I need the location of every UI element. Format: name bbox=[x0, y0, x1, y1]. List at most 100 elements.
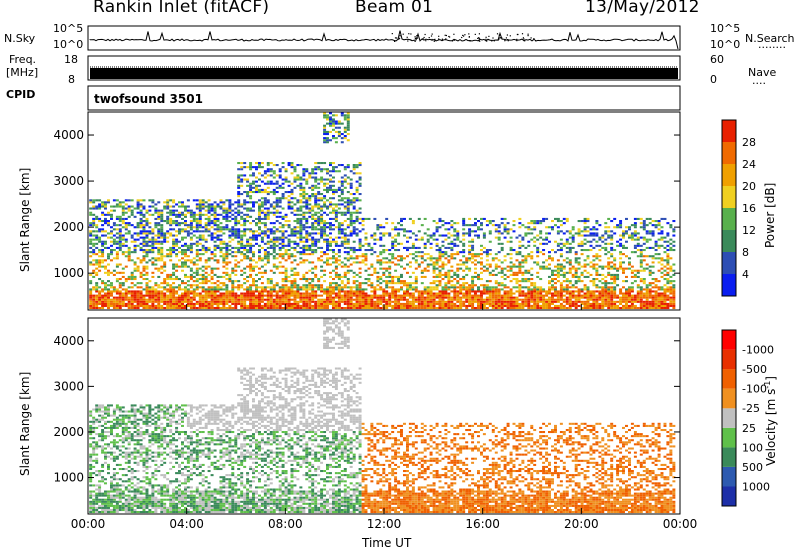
heatmap-cell bbox=[420, 307, 424, 310]
heatmap-cell bbox=[296, 230, 300, 233]
heatmap-cell bbox=[343, 211, 347, 214]
heatmap-cell bbox=[272, 170, 276, 173]
heatmap-cell bbox=[367, 296, 371, 299]
heatmap-cell bbox=[420, 300, 424, 303]
heatmap-cell bbox=[530, 304, 534, 307]
heatmap-cell bbox=[186, 292, 190, 295]
heatmap-cell bbox=[515, 273, 519, 276]
heatmap-cell bbox=[263, 253, 267, 256]
freq-tick-bottom: 8 bbox=[68, 73, 75, 86]
heatmap-cell bbox=[272, 182, 276, 185]
heatmap-cell bbox=[323, 139, 327, 142]
heatmap-cell bbox=[361, 307, 365, 310]
heatmap-cell bbox=[275, 205, 279, 208]
heatmap-cell bbox=[370, 284, 374, 287]
heatmap-cell bbox=[240, 211, 244, 214]
heatmap-cell bbox=[574, 261, 578, 264]
heatmap-cell bbox=[562, 265, 566, 268]
heatmap-cell bbox=[112, 288, 116, 291]
heatmap-cell bbox=[512, 271, 516, 274]
heatmap-cell bbox=[334, 275, 338, 278]
heatmap-cell bbox=[320, 197, 324, 200]
nsearch-point bbox=[498, 34, 500, 36]
heatmap-cell bbox=[426, 296, 430, 299]
heatmap-cell bbox=[343, 292, 347, 295]
heatmap-cell bbox=[332, 300, 335, 303]
heatmap-cell bbox=[269, 174, 273, 177]
heatmap-cell bbox=[139, 259, 143, 262]
heatmap-cell bbox=[299, 213, 303, 216]
heatmap-cell bbox=[166, 300, 170, 303]
heatmap-cell bbox=[296, 184, 300, 187]
heatmap-cell bbox=[145, 271, 149, 274]
heatmap-cell bbox=[305, 178, 309, 181]
heatmap-cell bbox=[186, 232, 190, 235]
heatmap-cell bbox=[518, 261, 522, 264]
heatmap-cell bbox=[414, 280, 418, 283]
heatmap-cell bbox=[542, 242, 546, 245]
heatmap-cell bbox=[172, 273, 176, 276]
heatmap-cell bbox=[497, 230, 501, 233]
heatmap-cell bbox=[414, 267, 418, 270]
heatmap-cell bbox=[204, 228, 208, 231]
heatmap-cell bbox=[447, 255, 451, 258]
heatmap-cell bbox=[488, 280, 492, 283]
heatmap-cell bbox=[104, 234, 107, 237]
heatmap-cell bbox=[278, 290, 282, 293]
heatmap-cell bbox=[337, 298, 341, 301]
heatmap-cell bbox=[314, 178, 318, 181]
heatmap-cell bbox=[343, 300, 347, 303]
heatmap-cell bbox=[107, 255, 110, 258]
heatmap-cell bbox=[110, 226, 113, 229]
heatmap-cell bbox=[551, 288, 554, 291]
heatmap-cell bbox=[163, 238, 167, 241]
heatmap-cell bbox=[260, 232, 264, 235]
heatmap-cell bbox=[343, 114, 347, 117]
heatmap-cell bbox=[249, 246, 253, 249]
heatmap-cell bbox=[142, 304, 146, 307]
heatmap-cell bbox=[302, 284, 306, 287]
heatmap-cell bbox=[121, 296, 125, 299]
heatmap-cell bbox=[450, 275, 454, 278]
heatmap-cell bbox=[326, 304, 329, 307]
heatmap-cell bbox=[287, 195, 291, 198]
heatmap-cell bbox=[284, 275, 288, 278]
heatmap-cell bbox=[207, 288, 211, 291]
heatmap-cell bbox=[533, 236, 537, 239]
heatmap-cell bbox=[426, 300, 430, 303]
heatmap-cell bbox=[462, 238, 466, 241]
heatmap-cell bbox=[577, 296, 581, 299]
heatmap-cell bbox=[192, 234, 196, 237]
heatmap-cell bbox=[98, 228, 102, 231]
heatmap-cell bbox=[485, 263, 489, 266]
heatmap-cell bbox=[568, 294, 572, 297]
heatmap-cell bbox=[311, 294, 315, 297]
heatmap-cell bbox=[112, 273, 116, 276]
heatmap-cell bbox=[518, 307, 522, 310]
heatmap-cell bbox=[89, 230, 93, 233]
heatmap-cell bbox=[337, 292, 341, 295]
heatmap-cell bbox=[92, 307, 96, 310]
heatmap-cell bbox=[417, 307, 421, 310]
heatmap-cell bbox=[127, 296, 131, 299]
heatmap-cell bbox=[213, 273, 217, 276]
heatmap-cell bbox=[533, 307, 537, 310]
heatmap-cell bbox=[583, 286, 587, 289]
heatmap-cell bbox=[397, 282, 401, 285]
heatmap-cell bbox=[184, 222, 187, 225]
heatmap-cell bbox=[530, 282, 534, 285]
heatmap-cell bbox=[172, 228, 176, 231]
heatmap-cell bbox=[89, 213, 93, 216]
heatmap-cell bbox=[296, 232, 300, 235]
heatmap-cell bbox=[175, 286, 179, 289]
heatmap-cell bbox=[337, 195, 341, 198]
heatmap-cell bbox=[559, 253, 563, 256]
heatmap-cell bbox=[305, 207, 309, 210]
heatmap-cell bbox=[515, 278, 519, 281]
heatmap-cell bbox=[480, 278, 483, 281]
heatmap-cell bbox=[118, 271, 122, 274]
heatmap-cell bbox=[326, 302, 329, 305]
heatmap-cell bbox=[352, 205, 356, 208]
heatmap-cell bbox=[237, 199, 241, 202]
heatmap-cell bbox=[275, 298, 279, 301]
